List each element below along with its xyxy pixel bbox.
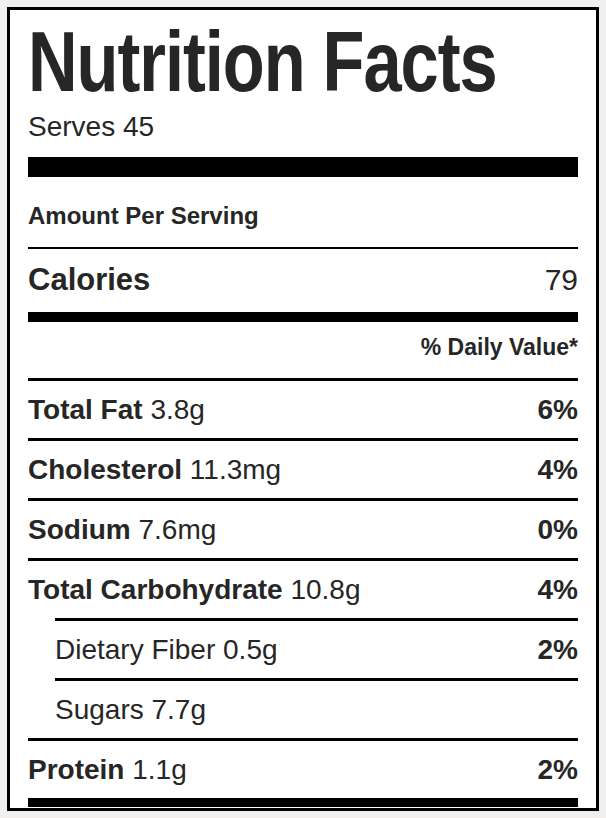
- nutrient-row-total-carbohydrate: Total Carbohydrate 10.8g 4%: [28, 561, 578, 618]
- nutrient-name-amount: Cholesterol 11.3mg: [28, 454, 281, 485]
- label-title: Nutrition Facts: [28, 18, 497, 104]
- nutrient-name: Total Fat: [28, 394, 143, 425]
- serving-count: Serves 45: [28, 112, 578, 142]
- nutrition-facts-label: Nutrition Facts Serves 45 Amount Per Ser…: [7, 7, 599, 811]
- nutrient-amount: 10.8g: [290, 574, 360, 605]
- amount-per-serving-heading: Amount Per Serving: [28, 177, 578, 249]
- nutrient-amount: 11.3mg: [190, 454, 281, 485]
- nutrient-name-amount: Sodium 7.6mg: [28, 514, 216, 545]
- divider-medium: [28, 312, 578, 322]
- nutrient-row-protein: Protein 1.1g 2%: [28, 738, 578, 798]
- nutrient-name-amount: Dietary Fiber 0.5g: [55, 634, 278, 665]
- daily-value-header: % Daily Value*: [28, 322, 578, 381]
- divider-thick-top: [28, 157, 578, 177]
- nutrient-percent: 2%: [538, 634, 578, 665]
- nutrient-name: Dietary Fiber: [55, 634, 215, 665]
- carbohydrate-sub-group: Dietary Fiber 0.5g 2% Sugars 7.7g: [55, 618, 578, 738]
- nutrient-percent: 4%: [538, 454, 578, 485]
- nutrient-row-cholesterol: Cholesterol 11.3mg 4%: [28, 441, 578, 501]
- nutrient-percent: 6%: [538, 394, 578, 425]
- nutrient-percent: 2%: [538, 754, 578, 785]
- nutrient-amount: 0.5g: [223, 634, 278, 665]
- nutrient-name-amount: Sugars 7.7g: [55, 694, 206, 725]
- calories-row: Calories 79: [28, 249, 578, 312]
- nutrient-name-amount: Protein 1.1g: [28, 754, 187, 785]
- nutrient-row-sodium: Sodium 7.6mg 0%: [28, 501, 578, 561]
- nutrient-name: Cholesterol: [28, 454, 182, 485]
- nutrient-percent: 0%: [538, 514, 578, 545]
- nutrient-row-total-fat: Total Fat 3.8g 6%: [28, 381, 578, 441]
- nutrient-amount: 1.1g: [132, 754, 187, 785]
- nutrient-amount: 3.8g: [150, 394, 205, 425]
- label-title-wrap: Nutrition Facts: [28, 18, 578, 104]
- nutrient-name: Sodium: [28, 514, 131, 545]
- nutrient-amount: 7.6mg: [138, 514, 216, 545]
- nutrient-row-sugars: Sugars 7.7g: [55, 681, 578, 738]
- nutrient-name-amount: Total Fat 3.8g: [28, 394, 205, 425]
- divider-thick-bottom: [28, 798, 578, 807]
- nutrient-name: Total Carbohydrate: [28, 574, 283, 605]
- nutrient-name-amount: Total Carbohydrate 10.8g: [28, 574, 360, 605]
- calories-label: Calories: [28, 263, 150, 297]
- nutrient-percent: 4%: [538, 574, 578, 605]
- nutrient-name: Sugars: [55, 694, 144, 725]
- nutrient-row-dietary-fiber: Dietary Fiber 0.5g 2%: [55, 621, 578, 681]
- nutrient-amount: 7.7g: [152, 694, 207, 725]
- calories-value: 79: [545, 263, 578, 297]
- nutrient-name: Protein: [28, 754, 124, 785]
